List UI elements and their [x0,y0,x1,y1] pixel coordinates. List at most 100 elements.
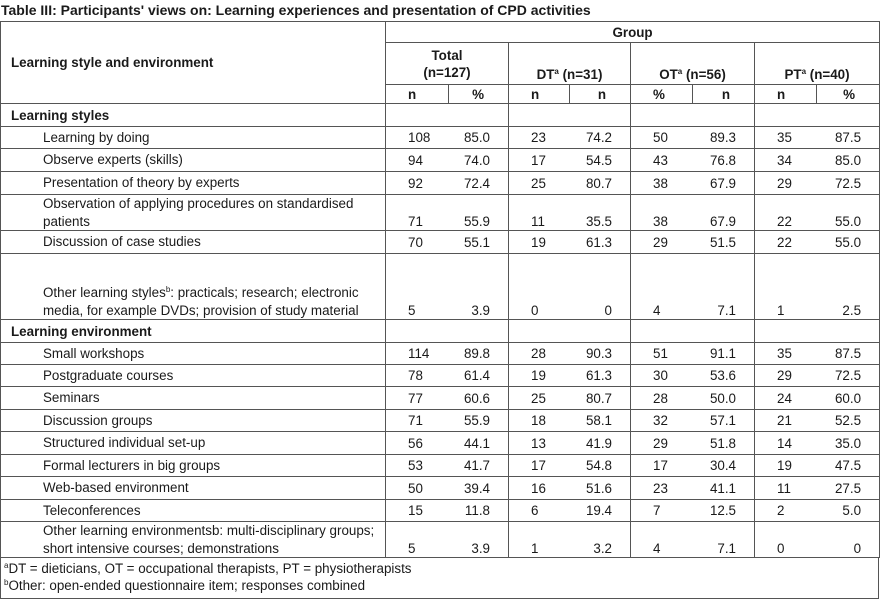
data-cell: 71 [385,409,449,432]
data-cell: 7 [630,499,693,522]
data-cell: 29 [754,364,817,387]
data-cell: 19 [508,230,570,254]
data-cell: 19.4 [569,499,631,522]
data-cell: 25 [508,386,570,410]
data-cell: 0 [508,253,570,320]
row-label: Observation of applying procedures on st… [0,194,386,231]
table-caption: Table III: Participants' views on: Learn… [1,2,591,18]
section-spacer-cell [448,103,509,127]
data-cell: 80.7 [569,386,631,410]
data-cell: 2 [754,499,817,522]
data-cell: 3.9 [448,521,509,558]
subheader-cell: % [815,84,880,104]
data-cell: 11.8 [448,499,509,522]
subheader-cell: n [385,84,449,104]
data-cell: 89.8 [448,342,509,365]
section-spacer-cell [816,319,880,343]
subheader-cell: % [630,84,693,104]
data-cell: 55.9 [448,194,509,231]
data-cell: 19 [508,364,570,387]
data-cell: 1 [754,253,817,320]
data-cell: 55.0 [816,230,880,254]
data-cell: 94 [385,148,449,172]
data-cell: 39.4 [448,476,509,500]
section-spacer-cell [385,103,449,127]
data-cell: 71 [385,194,449,231]
data-cell: 35.5 [569,194,631,231]
row-label-header: Learning style and environment [0,21,386,104]
section-spacer-cell [692,103,755,127]
section-spacer-cell [508,103,570,127]
data-cell: 11 [754,476,817,500]
data-cell: 108 [385,126,449,149]
data-cell: 5 [385,521,449,558]
data-cell: 80.7 [569,171,631,195]
data-cell: 58.1 [569,409,631,432]
data-cell: 1 [508,521,570,558]
data-cell: 114 [385,342,449,365]
section-spacer-cell [630,319,693,343]
data-cell: 7.1 [692,521,755,558]
row-label: Structured individual set-up [0,431,386,455]
row-label: Observe experts (skills) [0,148,386,172]
row-label: Presentation of theory by experts [0,171,386,195]
data-cell: 3.9 [448,253,509,320]
data-cell: 29 [630,431,693,455]
data-cell: 23 [630,476,693,500]
data-cell: 0 [754,521,817,558]
data-cell: 54.8 [569,454,631,477]
data-cell: 72.5 [816,364,880,387]
data-cell: 51.6 [569,476,631,500]
data-cell: 72.5 [816,171,880,195]
data-cell: 16 [508,476,570,500]
data-cell: 55.0 [816,194,880,231]
data-cell: 41.1 [692,476,755,500]
data-cell: 35.0 [816,431,880,455]
footnote-b: bOther: open-ended questionnaire item; r… [4,578,366,593]
subheader-cell: n [569,84,631,104]
data-cell: 35 [754,342,817,365]
data-cell: 61.4 [448,364,509,387]
section-spacer-cell [448,319,509,343]
section-title: Learning styles [0,103,386,127]
data-cell: 30.4 [692,454,755,477]
row-label: Discussion of case studies [0,230,386,254]
subheader-cell: % [448,84,509,104]
data-cell: 77 [385,386,449,410]
data-cell: 50 [385,476,449,500]
data-cell: 7.1 [692,253,755,320]
row-label: Other learning stylesb: practicals; rese… [0,253,386,320]
data-cell: 24 [754,386,817,410]
data-cell: 51 [630,342,693,365]
data-cell: 5.0 [816,499,880,522]
data-cell: 67.9 [692,194,755,231]
data-cell: 87.5 [816,126,880,149]
data-cell: 2.5 [816,253,880,320]
data-cell: 3.2 [569,521,631,558]
data-cell: 74.2 [569,126,631,149]
footnotes: aDT = dieticians, OT = occupational ther… [0,558,879,599]
data-cell: 30 [630,364,693,387]
data-cell: 13 [508,431,570,455]
subheader-cell: n [692,84,755,104]
data-cell: 28 [508,342,570,365]
section-spacer-cell [508,319,570,343]
row-label: Seminars [0,386,386,410]
row-label: Learning by doing [0,126,386,149]
data-cell: 25 [508,171,570,195]
row-label: Small workshops [0,342,386,365]
row-label: Teleconferences [0,499,386,522]
data-cell: 22 [754,194,817,231]
data-cell: 91.1 [692,342,755,365]
data-cell: 32 [630,409,693,432]
data-cell: 57.1 [692,409,755,432]
data-cell: 70 [385,230,449,254]
data-cell: 28 [630,386,693,410]
data-cell: 74.0 [448,148,509,172]
row-label: Web-based environment [0,476,386,500]
section-spacer-cell [569,319,631,343]
section-spacer-cell [385,319,449,343]
data-cell: 53 [385,454,449,477]
row-label: Postgraduate courses [0,364,386,387]
data-cell: 47.5 [816,454,880,477]
